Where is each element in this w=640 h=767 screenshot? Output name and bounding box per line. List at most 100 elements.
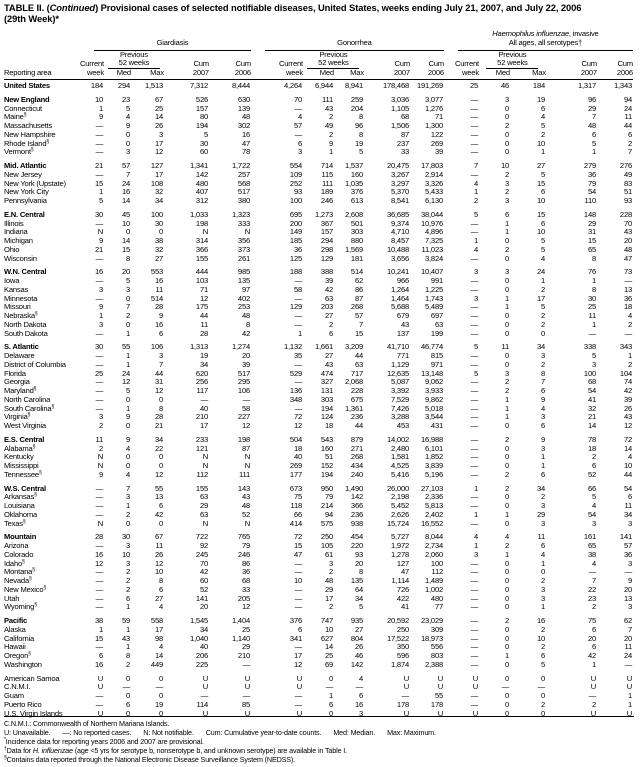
value-cell: 2 (125, 584, 130, 594)
value-cell: 127 (396, 558, 409, 568)
value-cell: 1 (473, 236, 478, 245)
value-cell: 2,388 (424, 659, 443, 669)
value-cell: 14 (154, 651, 163, 660)
value-cell: 5 (540, 302, 545, 312)
value-cell: 4 (473, 244, 478, 254)
value-cell: 3 (504, 196, 509, 205)
value-cell: 141 (195, 593, 208, 603)
reporting-area-cell: Texas§ (4, 518, 26, 528)
value-cell: — (95, 138, 104, 148)
value-cell: 722 (195, 532, 208, 542)
value-cell: 17 (293, 651, 302, 660)
value-cell: 42 (623, 386, 632, 395)
table-row: Maine§ 9 4 14 80 48 4 2 8 68 71 — 0 4 7 11 (4, 112, 632, 122)
value-cell: 2 (328, 319, 333, 329)
value-cell: 0 (504, 284, 509, 294)
value-cell: — (470, 699, 479, 709)
value-cell: 414 (289, 518, 302, 528)
value-cell: 137 (396, 328, 409, 338)
value-cell: 96 (587, 94, 596, 104)
value-cell: 1 (504, 403, 509, 413)
value-cell: 12 (154, 558, 163, 568)
value-cell: 1 (540, 602, 545, 612)
value-cell: 3,297 (390, 178, 409, 188)
value-cell: 42 (199, 567, 208, 577)
value-cell: 20 (587, 633, 596, 643)
value-cell: 14 (121, 196, 130, 205)
table-row: Washington 16 2 449 225 — 12 69 142 1,874 2,388 — 0 5… (4, 659, 632, 670)
table-row: U.S. Virgin Islands U 0 0 U U U 0 3 U U U 0 0 U U (4, 709, 632, 719)
reporting-area-cell: Wyoming§ (4, 602, 37, 612)
value-cell: 0 (504, 501, 509, 510)
value-cell: 6 (125, 593, 130, 603)
value-cell: 991 (430, 276, 443, 285)
value-cell: 26 (623, 403, 632, 413)
value-cell: 1 (125, 359, 130, 369)
value-cell: 2 (504, 244, 509, 254)
value-cell: 453 (396, 421, 409, 430)
value-cell: 246 (237, 549, 250, 559)
table-row: South Carolina§ — 1 8 40 58 — 194 1,361 7,426 5,01… (4, 403, 632, 414)
value-cell: 3 (540, 351, 545, 360)
value-cell: 480 (430, 593, 443, 603)
value-cell: 1,537 (344, 161, 363, 170)
table-body: United States 184 294 1,513 7,312 8,444 4,264 6… (4, 81, 632, 719)
value-cell: 529 (289, 368, 302, 378)
value-cell: 4 (540, 549, 545, 559)
value-cell: 0 (504, 351, 509, 360)
value-cell: U (202, 673, 208, 683)
value-cell: 1 (504, 227, 509, 237)
value-cell: 3 (98, 319, 103, 329)
value-cell: 1 (125, 602, 130, 612)
table-row: Pennsylvania 5 14 34 312 380 100 246 613 8,541 6,1… (4, 196, 632, 206)
table-row: North Carolina — 0 0 — — 348 303 675 7,529 9,862 — 1… (4, 394, 632, 405)
value-cell: 24 (623, 103, 632, 113)
value-cell: 1 (125, 501, 130, 510)
value-cell: 12 (121, 377, 130, 387)
value-cell: 2 (504, 386, 509, 395)
value-cell: — (95, 699, 104, 709)
table-row: West Virginia 2 0 21 17 12 12 18 44 453 431 — 0 6 14 12 (4, 421, 632, 431)
value-cell: 13,148 (420, 368, 443, 378)
reporting-area-cell: Oklahoma (4, 509, 38, 519)
value-cell: 1,313 (189, 342, 208, 352)
value-cell: 30 (587, 293, 596, 303)
value-cell: 108 (150, 178, 163, 188)
value-cell: 1,140 (231, 633, 250, 643)
value-cell: 157 (195, 103, 208, 113)
value-cell: 115 (321, 169, 333, 179)
value-cell: 14 (154, 112, 163, 122)
value-cell: 94 (623, 94, 632, 104)
value-cell: — (95, 492, 104, 502)
table-row: W.S. Central — 7 55 155 143 673 950 1,490 26,000 2… (4, 480, 632, 494)
value-cell: 312 (195, 196, 208, 205)
value-cell: 34 (623, 509, 632, 519)
value-cell: 2 (328, 602, 333, 612)
value-cell: 3,209 (344, 342, 363, 352)
table-row: Vermont§ — 3 12 60 78 3 1 5 33 39 — 0 1 1 7 (4, 147, 632, 157)
value-cell: 879 (350, 434, 363, 444)
value-cell: 2 (627, 319, 632, 329)
value-cell: 449 (150, 659, 163, 669)
value-cell: 1,569 (344, 244, 363, 254)
table-row: Mid. Atlantic 21 57 127 1,341 1,722 554 714 1,53… (4, 157, 632, 171)
table-row: Nevada§ — 2 8 60 68 10 48 135 1,114 1,489 — 0 2 7 9 (4, 576, 632, 586)
value-cell: 726 (396, 584, 409, 594)
value-cell: — (470, 443, 479, 453)
value-cell: 21 (94, 161, 103, 170)
previous-label: Previous (119, 49, 148, 59)
value-cell: 1,129 (390, 359, 409, 369)
value-cell: 5,370 (390, 187, 409, 197)
value-cell: 20 (199, 602, 208, 612)
value-cell: 0 (125, 394, 130, 404)
value-cell: — (470, 602, 479, 612)
value-cell: 0 (504, 576, 509, 585)
52-weeks-label: 52 weeks (104, 59, 164, 70)
value-cell: 70 (293, 94, 302, 104)
value-cell: 8 (358, 112, 363, 122)
value-cell: 2 (591, 699, 596, 709)
value-cell: 52 (199, 584, 208, 594)
value-cell: 18 (587, 443, 596, 453)
table-row: Delaware —1 3 19 20 35 27 44 771 815—0 3 5 1 (4, 351, 632, 361)
reporting-area-cell: Kansas (4, 284, 29, 294)
